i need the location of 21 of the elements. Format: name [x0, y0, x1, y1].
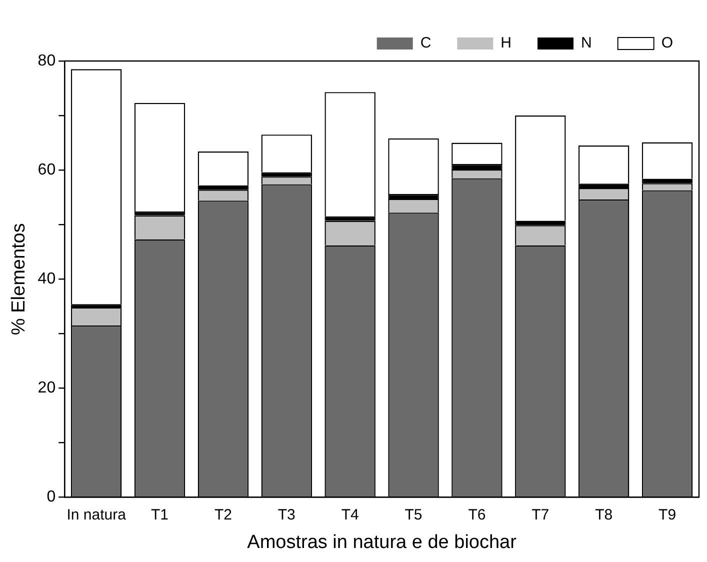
- x-tick-label: T7: [532, 506, 550, 524]
- y-tick-label: 40: [38, 270, 56, 288]
- y-axis-title: % Elementos: [8, 223, 30, 336]
- x-tick-label: T3: [278, 506, 296, 524]
- y-tick-label: 0: [46, 488, 56, 506]
- y-tick-label: 20: [38, 380, 56, 397]
- x-tick-label: T2: [214, 506, 232, 524]
- legend-label: O: [661, 34, 674, 52]
- x-tick-label: T8: [595, 506, 613, 524]
- legend-label: H: [500, 34, 512, 52]
- x-axis-title: Amostras in natura e de biochar: [247, 532, 518, 553]
- legend-label: C: [420, 34, 432, 52]
- legend-label: N: [581, 34, 592, 52]
- x-tick-label: T4: [341, 506, 359, 524]
- x-tick-label: T9: [658, 506, 676, 524]
- x-tick-label: In natura: [66, 506, 127, 524]
- x-tick-label: T6: [468, 506, 486, 524]
- x-tick-label: T5: [404, 506, 422, 524]
- y-tick-label: 80: [38, 52, 56, 70]
- x-tick-label: T1: [151, 506, 169, 524]
- y-tick-label: 60: [38, 161, 56, 178]
